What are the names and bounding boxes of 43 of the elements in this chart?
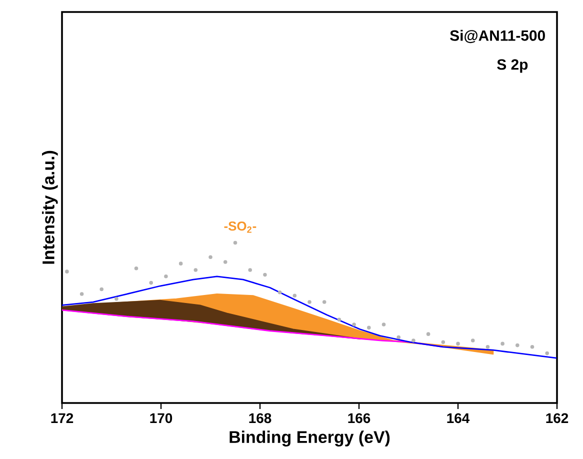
point (292, 294, 297, 298)
point (441, 340, 446, 344)
point (278, 290, 282, 294)
point (426, 332, 430, 336)
point (233, 240, 238, 245)
point (530, 345, 534, 349)
x-tick-label: 162 (546, 413, 568, 424)
point (134, 266, 138, 270)
point (114, 296, 118, 301)
point (322, 300, 326, 304)
point (396, 335, 400, 340)
point (456, 342, 460, 346)
point (470, 338, 475, 342)
point (382, 322, 386, 326)
point (263, 272, 267, 277)
point (516, 343, 520, 348)
x-axis-title: Binding Energy (eV) (230, 430, 390, 446)
point (208, 255, 212, 260)
point (248, 268, 252, 272)
x-tick-label: 172 (51, 413, 74, 423)
point (412, 338, 416, 342)
x-tick-label: 170 (150, 413, 172, 424)
point (352, 322, 356, 326)
x-tick-label: 166 (348, 413, 370, 424)
point (223, 260, 228, 264)
point (80, 292, 84, 296)
point (178, 262, 183, 266)
point (337, 318, 342, 322)
x-tick-label: 164 (447, 413, 470, 424)
point (308, 300, 312, 304)
point (545, 351, 550, 356)
point (500, 342, 504, 346)
point (164, 274, 168, 278)
point (65, 270, 69, 274)
point (194, 268, 198, 272)
x-tick-label: 168 (249, 413, 272, 424)
point (486, 345, 490, 349)
point (149, 280, 153, 285)
text: Si@AN11-500 (450, 30, 545, 44)
text: S 2p (497, 59, 528, 73)
text: -SO$_{2}$- (224, 221, 256, 233)
point (100, 287, 104, 292)
y-axis-title: Intensity (a.u.) (42, 150, 58, 264)
